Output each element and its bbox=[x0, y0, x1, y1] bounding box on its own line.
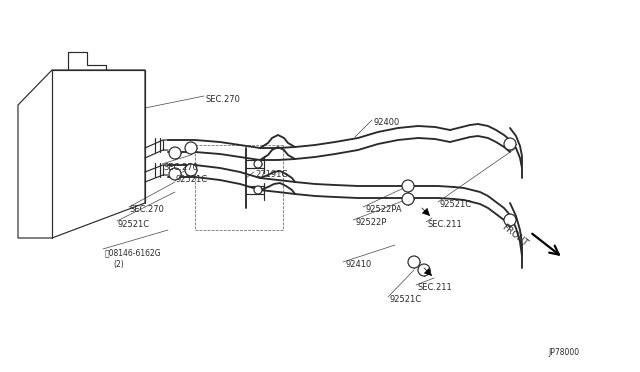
Circle shape bbox=[504, 214, 516, 226]
Circle shape bbox=[254, 186, 262, 194]
Text: 92521C: 92521C bbox=[175, 175, 207, 184]
Text: SEC.211: SEC.211 bbox=[428, 220, 463, 229]
Text: 92521C: 92521C bbox=[118, 220, 150, 229]
Circle shape bbox=[185, 142, 197, 154]
Text: SEC.270: SEC.270 bbox=[205, 95, 240, 104]
Text: JP78000: JP78000 bbox=[548, 348, 579, 357]
Text: 92400: 92400 bbox=[373, 118, 399, 127]
Text: 92522P: 92522P bbox=[355, 218, 387, 227]
Text: SEC.270: SEC.270 bbox=[130, 205, 165, 214]
Text: Ⓑ08146-6162G: Ⓑ08146-6162G bbox=[105, 248, 162, 257]
Text: SEC.211: SEC.211 bbox=[418, 283, 452, 292]
Text: 92410: 92410 bbox=[345, 260, 371, 269]
Circle shape bbox=[185, 164, 197, 176]
Text: 92522PA: 92522PA bbox=[365, 205, 402, 214]
Text: (2): (2) bbox=[113, 260, 124, 269]
Circle shape bbox=[402, 180, 414, 192]
Text: FRONT: FRONT bbox=[500, 222, 529, 248]
Text: 27191G: 27191G bbox=[255, 170, 288, 179]
Circle shape bbox=[402, 193, 414, 205]
Circle shape bbox=[418, 264, 430, 276]
Circle shape bbox=[408, 256, 420, 268]
Circle shape bbox=[504, 138, 516, 150]
Text: 92521C: 92521C bbox=[440, 200, 472, 209]
Text: 92521C: 92521C bbox=[390, 295, 422, 304]
Text: SEC.270: SEC.270 bbox=[163, 163, 198, 172]
Circle shape bbox=[169, 147, 181, 159]
Circle shape bbox=[254, 160, 262, 168]
Circle shape bbox=[169, 168, 181, 180]
